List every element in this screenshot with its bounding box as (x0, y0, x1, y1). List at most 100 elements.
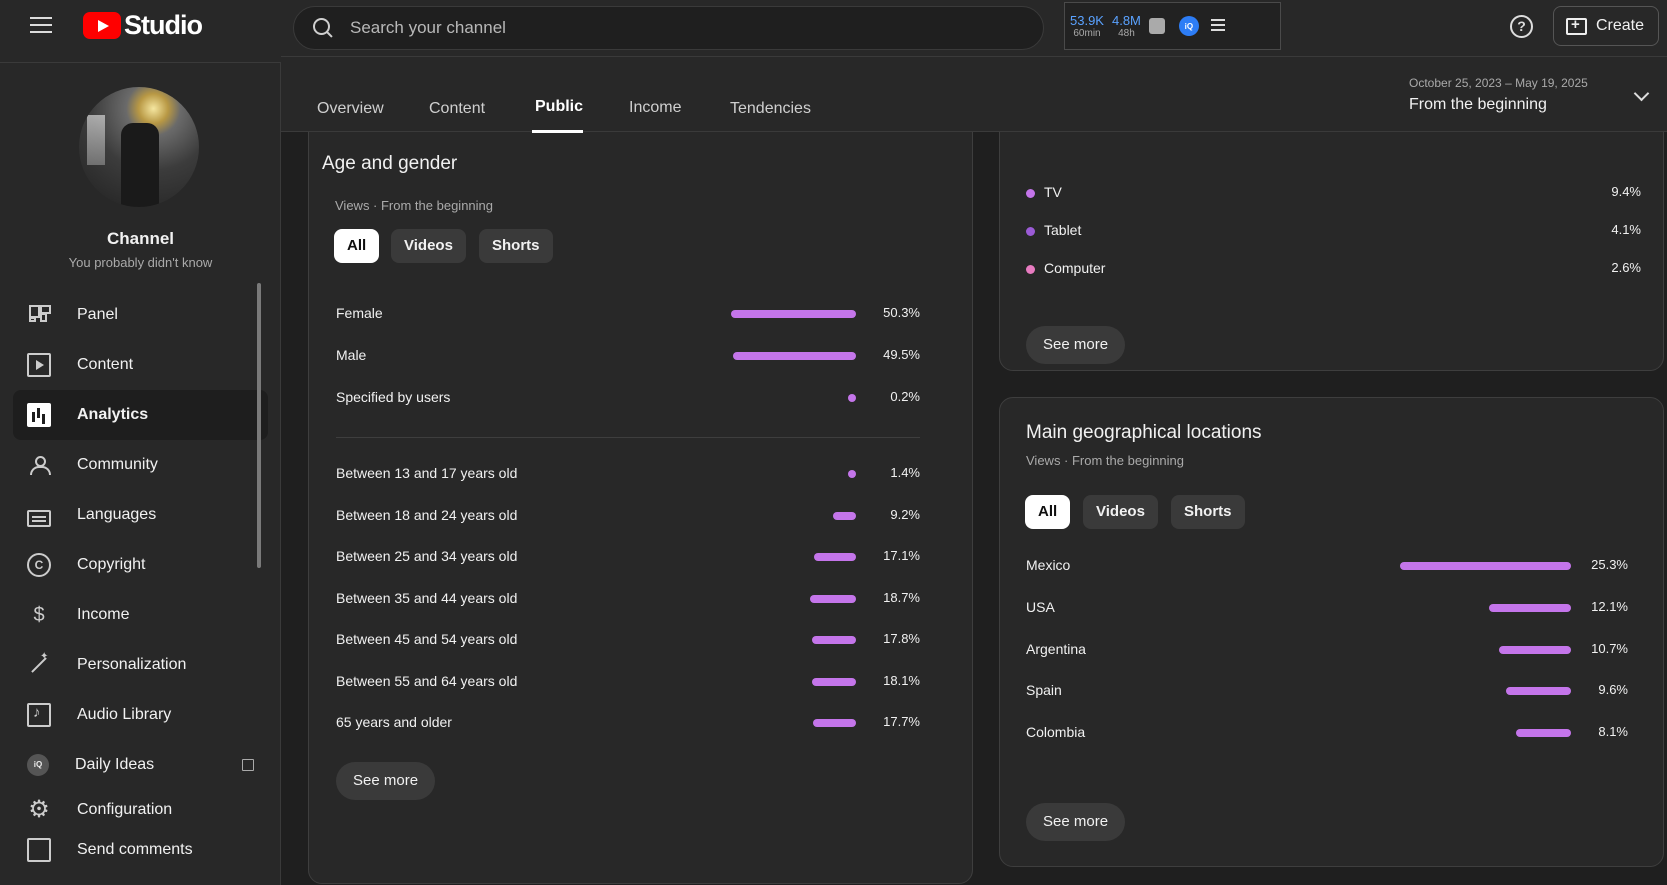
sidebar-item-income[interactable]: $ Income (13, 590, 268, 640)
see-more-button[interactable]: See more (1026, 803, 1126, 841)
row-label: Mexico (1026, 557, 1071, 573)
age-row: Between 25 and 34 years old 17.1% (336, 548, 920, 570)
tab-content[interactable]: Content (429, 100, 486, 117)
device-value: 4.1% (1611, 222, 1641, 237)
filter-chip-all[interactable]: All (334, 229, 380, 263)
iq-icon[interactable]: iQ (1178, 16, 1199, 36)
stat-value: 53.9K (1070, 12, 1104, 28)
filter-chip-videos[interactable]: Videos (391, 229, 466, 263)
copyright-icon: C (27, 553, 51, 577)
sidebar-item-send-comments[interactable]: Send comments (13, 830, 268, 870)
row-bar (1516, 729, 1571, 737)
geo-row: Argentina 10.7% (1026, 641, 1628, 663)
tab-public[interactable]: Public (535, 98, 584, 115)
row-value: 50.3% (883, 305, 920, 320)
row-bar (811, 678, 856, 686)
row-bar (1498, 646, 1571, 654)
main-content: Overview Content Public Income Tendencie… (281, 56, 1667, 885)
tab-overview[interactable]: Overview (317, 100, 384, 117)
row-bar (812, 719, 856, 727)
analytics-icon (27, 403, 51, 427)
help-icon[interactable]: ? (1510, 15, 1533, 38)
row-bar (810, 595, 856, 603)
row-label: Between 18 and 24 years old (336, 507, 518, 523)
content-icon (27, 353, 51, 377)
sidebar-item-daily-ideas[interactable]: iQ Daily Ideas (13, 740, 268, 790)
sidebar-item-label: Configuration (77, 801, 173, 818)
logo-text: Studio (124, 10, 203, 40)
tab-income[interactable]: Income (629, 99, 682, 116)
legend-dot (1026, 189, 1035, 198)
filter-chip-shorts[interactable]: Shorts (1171, 495, 1245, 529)
filter-chip-videos[interactable]: Videos (1083, 495, 1158, 529)
row-bar (812, 636, 856, 644)
studio-logo[interactable]: Studio (83, 10, 203, 41)
row-bar (848, 470, 856, 478)
sidebar-item-label: Analytics (77, 406, 149, 423)
stat-value: 4.8M (1111, 12, 1141, 28)
sidebar-item-configuration[interactable]: ⚙ Configuration (13, 790, 268, 830)
see-more-button[interactable]: See more (1026, 326, 1126, 364)
sidebar-item-label: Send comments (77, 841, 193, 858)
filter-chip-all[interactable]: All (1025, 495, 1071, 529)
avatar-window (87, 115, 105, 165)
device-label: Computer (1044, 260, 1106, 276)
active-tab-indicator (532, 130, 583, 133)
row-bar (1489, 604, 1571, 612)
row-bar (833, 512, 856, 520)
sidebar-item-label: Community (77, 456, 158, 473)
sidebar-item-label: Panel (77, 306, 118, 323)
community-icon (27, 453, 51, 477)
chevron-down-icon[interactable] (1633, 85, 1650, 102)
sidebar-item-label: Copyright (77, 556, 146, 573)
sidebar-item-copyright[interactable]: C Copyright (13, 540, 268, 590)
sidebar-scrollbar[interactable] (257, 283, 261, 568)
channel-avatar[interactable] (79, 87, 199, 207)
age-row: Between 35 and 44 years old 18.7% (336, 590, 920, 612)
menu-icon[interactable] (30, 17, 52, 35)
date-range-selector[interactable]: October 25, 2023 – May 19, 2025 From the… (1409, 76, 1588, 114)
age-row: Between 55 and 64 years old 18.1% (336, 673, 920, 695)
row-value: 18.7% (883, 590, 920, 605)
sidebar-item-analytics[interactable]: Analytics (13, 390, 268, 440)
stat-label: 48h (1118, 27, 1135, 39)
row-value: 25.3% (1591, 557, 1628, 572)
geo-row: Spain 9.6% (1026, 682, 1628, 704)
sidebar-item-panel[interactable]: Panel (13, 290, 268, 340)
see-more-button[interactable]: See more (336, 762, 436, 800)
search-icon[interactable] (312, 17, 334, 39)
stat-label: 60min (1073, 27, 1101, 39)
audio-library-icon (27, 703, 51, 727)
realtime-stats-widget: 53.9K 60min 4.8M 48h iQ (1064, 2, 1281, 50)
create-button[interactable]: Create (1553, 6, 1659, 46)
avatar-figure (121, 123, 159, 207)
sidebar-item-label: Languages (77, 506, 157, 523)
card-subtitle: Views · From the beginning (1026, 453, 1185, 468)
search-input[interactable] (350, 18, 990, 38)
row-value: 0.2% (890, 389, 920, 404)
row-value: 8.1% (1598, 724, 1628, 739)
devices-card: See more TV 9.4% Tablet 4.1% Computer 2.6% (999, 86, 1664, 371)
sidebar-item-community[interactable]: Community (13, 440, 268, 490)
row-value: 1.4% (890, 465, 920, 480)
search-bar (293, 6, 1044, 50)
sidebar-item-languages[interactable]: Languages (13, 490, 268, 540)
card-subtitle: Views · From the beginning (335, 198, 494, 213)
geo-row: USA 12.1% (1026, 599, 1628, 621)
sidebar-item-content[interactable]: Content (13, 340, 268, 390)
age-row: Between 45 and 54 years old 17.8% (336, 631, 920, 653)
row-value: 12.1% (1591, 599, 1628, 614)
bar-chart-icon[interactable] (1148, 18, 1165, 34)
widget-menu-icon[interactable] (1210, 18, 1225, 34)
tab-tendencies[interactable]: Tendencies (730, 100, 811, 117)
sidebar-item-audio-library[interactable]: Audio Library (13, 690, 268, 740)
filter-chip-shorts[interactable]: Shorts (479, 229, 553, 263)
sidebar: Channel You probably didn't know Panel C… (0, 62, 281, 885)
sidebar-item-label: Audio Library (77, 706, 172, 723)
device-label: Tablet (1044, 222, 1082, 238)
iq-icon: iQ (27, 754, 49, 776)
sidebar-item-label: Content (77, 356, 134, 373)
row-value: 9.6% (1598, 682, 1628, 697)
sidebar-item-personalization[interactable]: Personalization (13, 640, 268, 690)
device-row: TV 9.4% (1026, 184, 1641, 206)
